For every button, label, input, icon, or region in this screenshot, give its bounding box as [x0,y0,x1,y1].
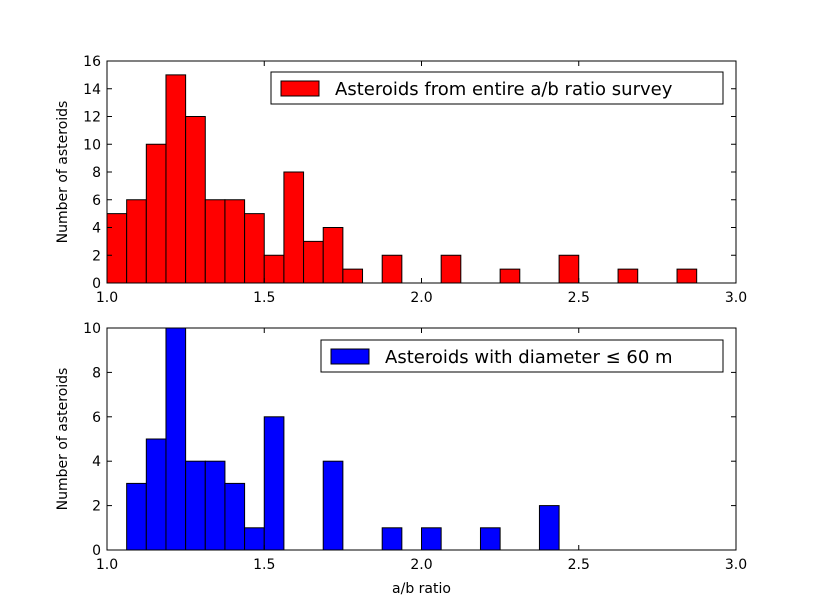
histogram-bar [303,240,324,284]
y-tick-label: 8 [92,165,101,181]
histogram-bar [165,327,187,551]
y-tick-label: 6 [92,193,101,209]
y-tick-label: 12 [83,110,101,126]
histogram-bar [224,482,246,551]
histogram-bar [263,416,285,551]
y-tick-label: 4 [92,454,101,470]
x-tick-label: 3.0 [725,557,747,573]
bottom-histogram-panel: 1.0 1.5 2.0 2.5 3.0 0 2 4 6 8 10 Number of asteroid… [55,321,747,597]
x-tick-label: 1.0 [96,290,118,306]
legend-box [270,71,724,105]
y-tick-label: 2 [92,499,101,515]
histogram-bar [558,254,580,284]
histogram-bar [244,213,265,284]
legend-box [320,339,724,373]
histogram-bar [381,527,403,551]
x-tick-label: 3.0 [725,290,747,306]
histogram-bar [538,505,560,551]
x-tick-label: 2.0 [410,557,432,573]
histogram-bar [676,268,698,284]
x-tick-label: 1.5 [253,290,275,306]
x-tick-label: 1.5 [253,557,275,573]
top-histogram-panel: 1.0 1.5 2.0 2.5 3.0 0 2 4 6 8 10 12 14 16 Number of as… [55,54,747,306]
histogram-bar [322,460,344,551]
histogram-bar [165,74,187,284]
histogram-bar [126,199,147,284]
x-axis-label: a/b ratio [392,581,451,597]
y-tick-label: 2 [92,248,101,264]
y-tick-label: 10 [83,137,101,153]
y-tick-label: 0 [92,276,101,292]
histogram-bar [185,116,206,284]
legend-label: Asteroids with diameter ≤ 60 m [385,347,673,368]
x-tick-label: 1.0 [96,557,118,573]
x-tick-label: 2.0 [410,290,432,306]
histogram-bar [244,527,265,551]
histogram-bar [106,213,128,284]
y-tick-label: 8 [92,365,101,381]
histogram-bar [342,268,364,284]
histogram-bar [283,171,305,284]
y-tick-label: 14 [83,82,101,98]
histogram-bar [263,254,285,284]
histogram-bar [224,199,246,284]
histogram-bar [126,482,147,551]
x-tick-label: 2.5 [568,557,590,573]
histogram-bar [145,143,167,284]
histogram-bar [479,527,501,551]
legend: Asteroids with diameter ≤ 60 m [320,339,724,373]
histogram-bar [204,199,226,284]
legend: Asteroids from entire a/b ratio survey [270,71,724,105]
histogram-bar [322,227,344,284]
histogram-bar [381,254,403,284]
y-tick-label: 4 [92,221,101,237]
histogram-bar [204,460,226,551]
legend-swatch [330,348,370,365]
y-tick-label: 16 [83,54,101,70]
y-axis-label: Number of asteroids [55,101,71,244]
histogram-bar [499,268,521,284]
y-axis-label: Number of asteroids [55,368,71,511]
histogram-bar [185,460,206,551]
legend-swatch [280,80,320,97]
y-tick-label: 0 [92,543,101,559]
y-tick-label: 6 [92,410,101,426]
x-tick-label: 2.5 [568,290,590,306]
histogram-bar [421,527,442,551]
y-tick-label: 10 [83,321,101,337]
histogram-bar [145,438,167,551]
legend-label: Asteroids from entire a/b ratio survey [335,79,673,100]
histogram-bar [617,268,639,284]
histogram-bar [440,254,462,284]
